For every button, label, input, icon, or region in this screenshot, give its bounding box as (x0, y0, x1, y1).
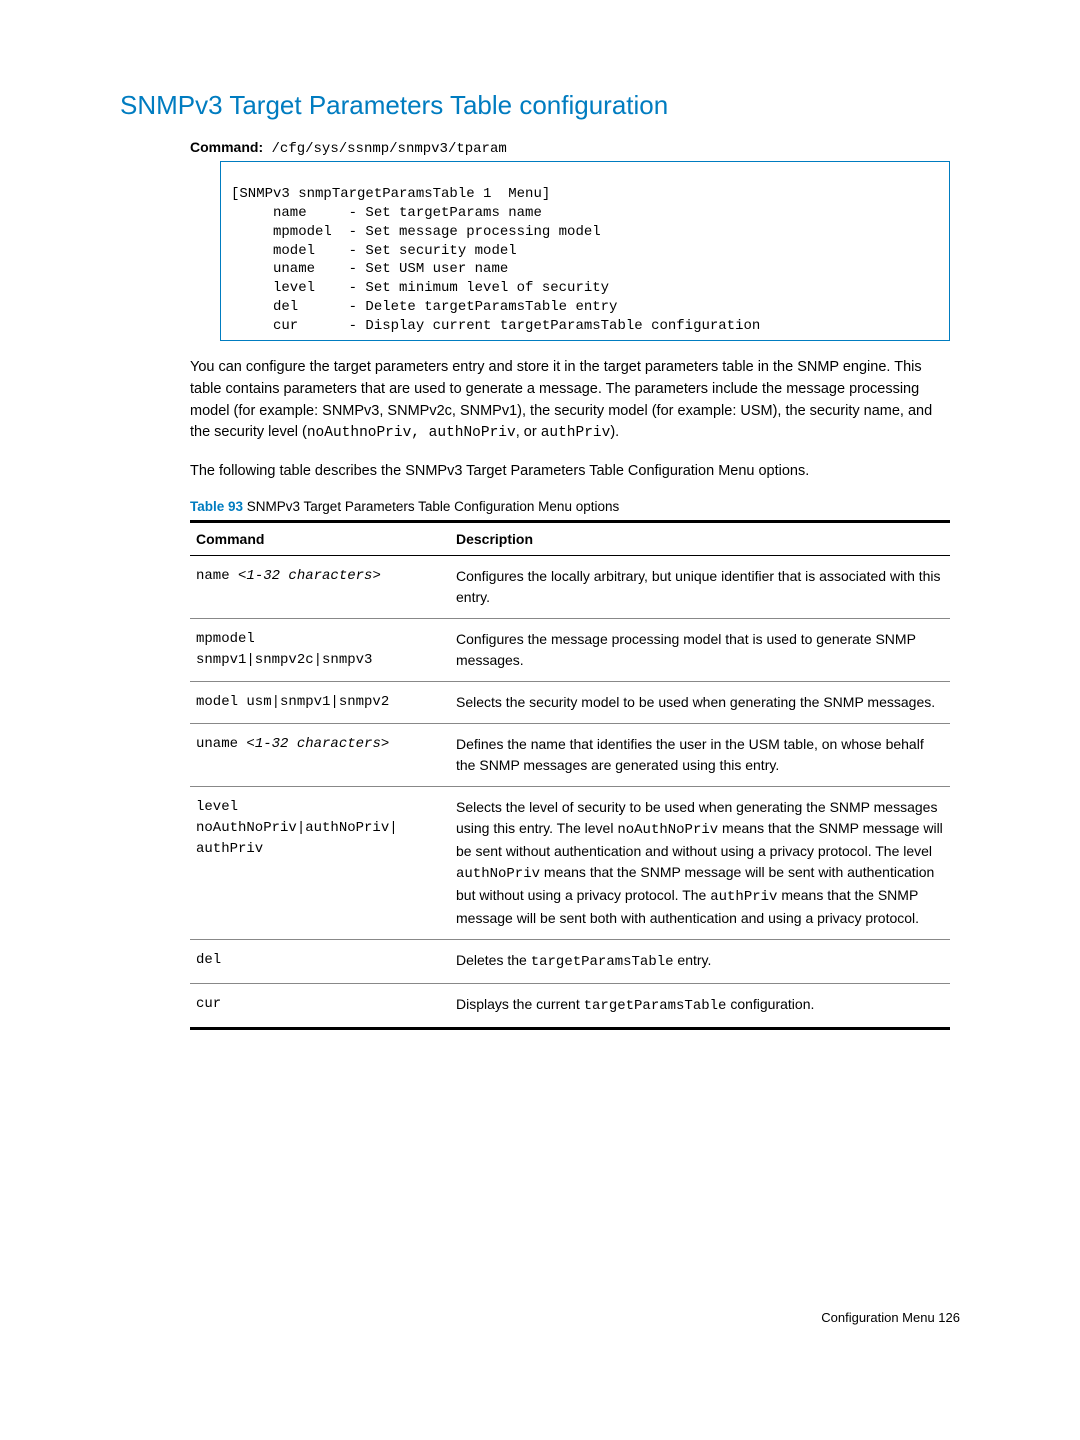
desc-b: entry. (674, 952, 712, 968)
cell-command: uname <1-32 characters> (190, 723, 450, 786)
desc-b: configuration. (726, 996, 814, 1012)
code-box: [SNMPv3 snmpTargetParamsTable 1 Menu] na… (220, 161, 950, 341)
cell-command: name <1-32 characters> (190, 555, 450, 618)
cell-description: Configures the locally arbitrary, but un… (450, 555, 950, 618)
cell-description: Selects the level of security to be used… (450, 786, 950, 939)
table-caption-text: SNMPv3 Target Parameters Table Configura… (243, 499, 619, 514)
cell-command: del (190, 939, 450, 983)
cell-command: cur (190, 983, 450, 1028)
code-line: uname - Set USM user name (231, 261, 508, 277)
code-line: mpmodel - Set message processing model (231, 224, 601, 240)
paragraph-2: The following table describes the SNMPv3… (190, 461, 950, 483)
cell-command: model usm|snmpv1|snmpv2 (190, 681, 450, 723)
table-caption: Table 93 SNMPv3 Target Parameters Table … (190, 499, 960, 514)
command-text: /cfg/sys/ssnmp/snmpv3/tparam (263, 141, 507, 157)
cell-description: Displays the current targetParamsTable c… (450, 983, 950, 1028)
desc-mono1: noAuthNoPriv (617, 822, 718, 838)
para1-c: ). (610, 424, 619, 440)
para1-mono1: noAuthnoPriv, authNoPriv (307, 425, 516, 441)
desc-mono1: targetParamsTable (584, 998, 727, 1014)
cell-description: Defines the name that identifies the use… (450, 723, 950, 786)
table-row: del Deletes the targetParamsTable entry. (190, 939, 950, 983)
page-heading: SNMPv3 Target Parameters Table configura… (120, 90, 960, 121)
code-line: model - Set security model (231, 243, 517, 259)
table-row: model usm|snmpv1|snmpv2 Selects the secu… (190, 681, 950, 723)
desc-mono2: authNoPriv (456, 866, 540, 882)
cmd-line-c: authPriv (196, 841, 263, 857)
cell-command: mpmodel snmpv1|snmpv2c|snmpv3 (190, 618, 450, 681)
code-line: cur - Display current targetParamsTable … (231, 318, 760, 334)
cmd-line-b: snmpv1|snmpv2c|snmpv3 (196, 652, 372, 668)
cmd-line-a: level (196, 799, 238, 815)
cell-command: level noAuthNoPriv|authNoPriv| authPriv (190, 786, 450, 939)
paragraph-1: You can configure the target parameters … (190, 357, 950, 445)
cmd-line-a: mpmodel (196, 631, 255, 647)
table-header-row: Command Description (190, 521, 950, 555)
command-label: Command: (190, 139, 263, 155)
cmd-prefix: name (196, 568, 238, 584)
para1-b: , or (516, 424, 541, 440)
config-table: Command Description name <1-32 character… (190, 520, 950, 1030)
cmd-prefix: uname (196, 736, 246, 752)
code-line: del - Delete targetParamsTable entry (231, 299, 617, 315)
table-row: name <1-32 characters> Configures the lo… (190, 555, 950, 618)
table-row: uname <1-32 characters> Defines the name… (190, 723, 950, 786)
code-line: [SNMPv3 snmpTargetParamsTable 1 Menu] (231, 186, 550, 202)
cell-description: Configures the message processing model … (450, 618, 950, 681)
code-line: level - Set minimum level of security (231, 280, 609, 296)
cmd-ital: <1-32 characters> (238, 568, 381, 584)
para1-mono2: authPriv (541, 425, 611, 441)
page-footer: Configuration Menu 126 (120, 1310, 960, 1325)
table-row: mpmodel snmpv1|snmpv2c|snmpv3 Configures… (190, 618, 950, 681)
desc-mono3: authPriv (710, 889, 777, 905)
desc-a: Deletes the (456, 952, 531, 968)
desc-mono1: targetParamsTable (531, 954, 674, 970)
desc-a: Displays the current (456, 996, 584, 1012)
table-row: cur Displays the current targetParamsTab… (190, 983, 950, 1028)
cmd-line-b: noAuthNoPriv|authNoPriv| (196, 820, 398, 836)
code-line: name - Set targetParams name (231, 205, 542, 221)
cell-description: Selects the security model to be used wh… (450, 681, 950, 723)
table-row: level noAuthNoPriv|authNoPriv| authPriv … (190, 786, 950, 939)
cell-description: Deletes the targetParamsTable entry. (450, 939, 950, 983)
cmd-ital: <1-32 characters> (246, 736, 389, 752)
table-label: Table 93 (190, 499, 243, 514)
command-line: Command: /cfg/sys/ssnmp/snmpv3/tparam (190, 139, 960, 157)
col-header-command: Command (190, 521, 450, 555)
col-header-description: Description (450, 521, 950, 555)
